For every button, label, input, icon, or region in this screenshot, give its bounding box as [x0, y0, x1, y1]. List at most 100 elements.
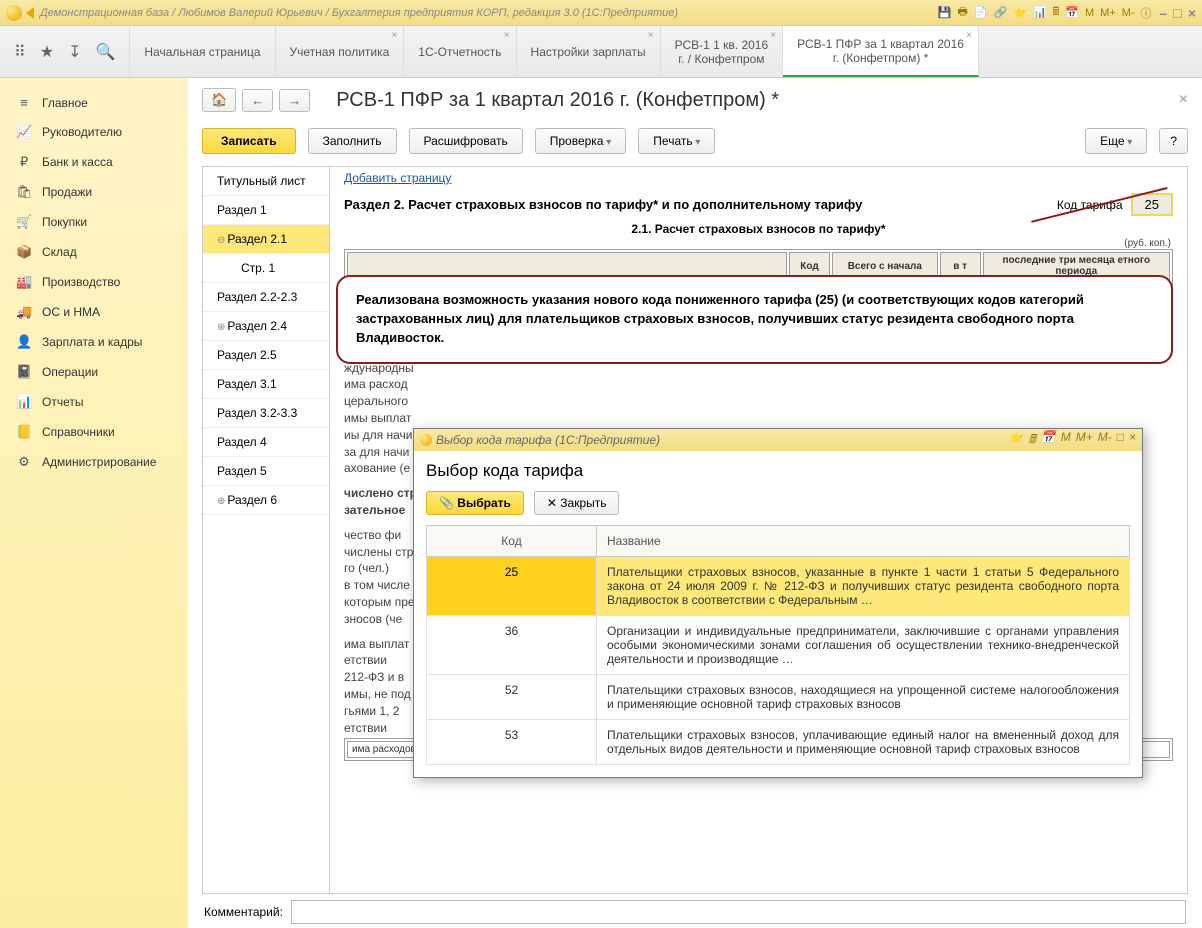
dialog-title: Выбор кода тарифа	[426, 461, 1130, 481]
dialog-mem-m[interactable]: M	[1061, 430, 1071, 451]
home-button[interactable]: 🏠	[202, 88, 236, 112]
print-icon[interactable]: 🖶	[957, 3, 967, 22]
tab-close-icon[interactable]: ×	[391, 30, 397, 41]
section-4[interactable]: Раздел 4	[203, 428, 329, 457]
mem-mm[interactable]: M-	[1122, 7, 1135, 19]
fav-icon[interactable]: ★	[40, 42, 54, 62]
tab-payroll-settings[interactable]: ×Настройки зарплаты	[517, 26, 661, 77]
section-title[interactable]: Титульный лист	[203, 167, 329, 196]
add-page-link[interactable]: Добавить страницу	[344, 171, 451, 185]
section-6[interactable]: ⊕Раздел 6	[203, 486, 329, 515]
tab-strip: ⠿ ★ ↧ 🔍 Начальная страница ×Учетная поли…	[0, 26, 1202, 78]
print-button[interactable]: Печать	[638, 128, 715, 154]
star-icon[interactable]: ⭐	[1013, 6, 1027, 19]
info-icon[interactable]: ⓘ	[1141, 5, 1152, 21]
help-button[interactable]: ?	[1159, 128, 1188, 154]
section-2-4[interactable]: ⊕Раздел 2.4	[203, 312, 329, 341]
sidebar-item-warehouse[interactable]: 📦Склад	[0, 237, 188, 267]
section-3-2[interactable]: Раздел 3.2-3.3	[203, 399, 329, 428]
dialog-calc-icon[interactable]: 🖩	[1029, 430, 1036, 451]
sidebar-item-manufacturing[interactable]: 🏭Производство	[0, 267, 188, 297]
tarif-row-52[interactable]: 52Плательщики страховых взносов, находящ…	[427, 675, 1130, 720]
sidebar-item-reports[interactable]: 📊Отчеты	[0, 387, 188, 417]
close-button[interactable]: ×	[1188, 5, 1196, 21]
sidebar-item-purchases[interactable]: 🛒Покупки	[0, 207, 188, 237]
check-button[interactable]: Проверка	[535, 128, 627, 154]
nav-fwd-button[interactable]: →	[279, 89, 310, 112]
sidebar-item-dictionaries[interactable]: 📒Справочники	[0, 417, 188, 447]
nav-back-button[interactable]: ←	[242, 89, 273, 112]
book-icon: 📒	[16, 424, 32, 440]
section-3-1[interactable]: Раздел 3.1	[203, 370, 329, 399]
close-page-icon[interactable]: ×	[1179, 91, 1188, 109]
section-2-2[interactable]: Раздел 2.2-2.3	[203, 283, 329, 312]
expand-icon[interactable]: ⊕	[217, 322, 225, 333]
collapse-icon[interactable]: ⊖	[217, 235, 225, 246]
sidebar: ≡Главное 📈Руководителю ₽Банк и касса 🛍Пр…	[0, 78, 188, 928]
dialog-close-button[interactable]: ✕ Закрыть	[534, 491, 620, 515]
sidebar-item-bank[interactable]: ₽Банк и касса	[0, 147, 188, 177]
tab-start[interactable]: Начальная страница	[130, 26, 275, 77]
sidebar-item-payroll[interactable]: 👤Зарплата и кадры	[0, 327, 188, 357]
tarif-row-36[interactable]: 36Организации и индивидуальные предприни…	[427, 616, 1130, 675]
section-5[interactable]: Раздел 5	[203, 457, 329, 486]
save-icon[interactable]: 💾	[938, 6, 952, 19]
apps-icon[interactable]: ⠿	[14, 42, 26, 62]
sidebar-item-assets[interactable]: 🚚ОС и НМА	[0, 297, 188, 327]
sidebar-item-admin[interactable]: ⚙Администрирование	[0, 447, 188, 477]
tab-close-icon[interactable]: ×	[966, 30, 972, 41]
tarif-row-53[interactable]: 53Плательщики страховых взносов, уплачив…	[427, 720, 1130, 765]
back-arrow-icon[interactable]	[26, 7, 34, 19]
sidebar-item-main[interactable]: ≡Главное	[0, 88, 188, 117]
dialog-actions: 📎 Выбрать ✕ Закрыть	[426, 491, 1130, 515]
window-controls: – □ ×	[1160, 5, 1196, 21]
nav-icon[interactable]: ↧	[68, 42, 81, 62]
section-2-5[interactable]: Раздел 2.5	[203, 341, 329, 370]
dialog-cal-icon[interactable]: 📅	[1041, 430, 1056, 451]
expand-icon[interactable]: ⊕	[217, 496, 225, 507]
dialog-mem-mm[interactable]: M-	[1098, 430, 1112, 451]
link-icon[interactable]: 🔗	[994, 6, 1008, 19]
tab-close-icon[interactable]: ×	[770, 30, 776, 41]
tab-close-icon[interactable]: ×	[504, 30, 510, 41]
sidebar-item-operations[interactable]: 📓Операции	[0, 357, 188, 387]
mem-m[interactable]: M	[1085, 7, 1094, 19]
section-2-1[interactable]: ⊖Раздел 2.1	[203, 225, 329, 254]
tab-close-icon[interactable]: ×	[648, 30, 654, 41]
dialog-close-icon[interactable]: ×	[1129, 430, 1136, 451]
tab-accounting-policy[interactable]: ×Учетная политика	[276, 26, 405, 77]
doc-icon[interactable]: 📄	[974, 6, 988, 19]
section-1[interactable]: Раздел 1	[203, 196, 329, 225]
bar-icon[interactable]: 📊	[1033, 6, 1047, 19]
section-page1[interactable]: Стр. 1	[203, 254, 329, 283]
dialog-mem-mp[interactable]: M+	[1076, 430, 1093, 451]
minimize-button[interactable]: –	[1160, 5, 1168, 21]
chart-icon: 📈	[16, 124, 32, 140]
dialog-maximize-icon[interactable]: □	[1117, 430, 1124, 451]
mem-mp[interactable]: M+	[1100, 7, 1116, 19]
calendar-icon[interactable]: 📅	[1065, 6, 1079, 19]
tarif-row-25[interactable]: 25Плательщики страховых взносов, указанн…	[427, 557, 1130, 616]
doc-heading-row: Раздел 2. Расчет страховых взносов по та…	[344, 193, 1173, 216]
col-code: Код	[427, 526, 597, 557]
calc-icon[interactable]: 🖩	[1053, 3, 1060, 22]
fill-button[interactable]: Заполнить	[308, 128, 397, 154]
maximize-button[interactable]: □	[1173, 5, 1181, 21]
journal-icon: 📓	[16, 364, 32, 380]
page-nav: 🏠 ← → РСВ-1 ПФР за 1 квартал 2016 г. (Ко…	[202, 88, 1188, 112]
select-button[interactable]: 📎 Выбрать	[426, 491, 524, 515]
decrypt-button[interactable]: Расшифровать	[409, 128, 523, 154]
dialog-star-icon[interactable]: ⭐	[1009, 430, 1024, 451]
record-button[interactable]: Записать	[202, 128, 296, 154]
comment-input[interactable]	[291, 900, 1186, 924]
sidebar-item-sales[interactable]: 🛍Продажи	[0, 177, 188, 207]
tab-1c-reporting[interactable]: ×1С-Отчетность	[404, 26, 516, 77]
tab-rsv1-q1[interactable]: ×РСВ-1 1 кв. 2016г. / Конфетпром	[661, 26, 784, 77]
toolbox: ⠿ ★ ↧ 🔍	[0, 26, 130, 77]
dialog-body: Выбор кода тарифа 📎 Выбрать ✕ Закрыть Ко…	[414, 451, 1142, 777]
bag-icon: 🛍	[16, 184, 32, 200]
tab-rsv1-pfr[interactable]: ×РСВ-1 ПФР за 1 квартал 2016г. (Конфетпр…	[783, 26, 979, 77]
sidebar-item-manager[interactable]: 📈Руководителю	[0, 117, 188, 147]
more-button[interactable]: Еще	[1085, 128, 1147, 154]
search-icon[interactable]: 🔍	[95, 42, 115, 62]
